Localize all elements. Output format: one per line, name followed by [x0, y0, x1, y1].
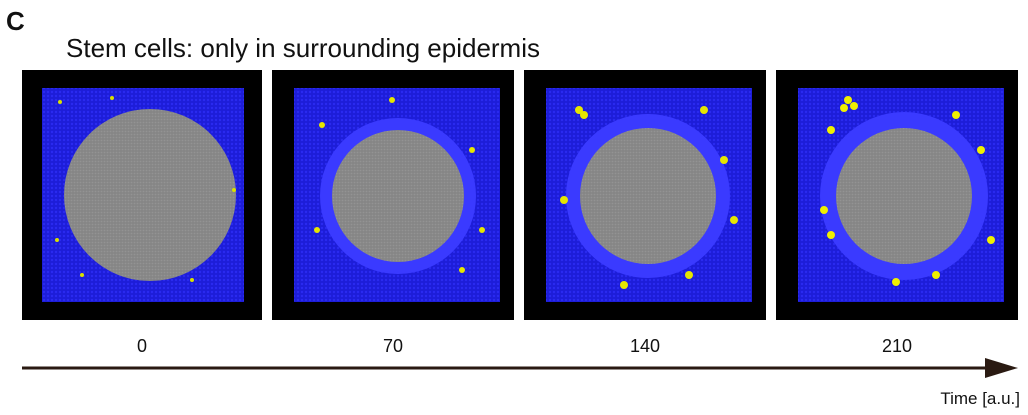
frame — [272, 70, 514, 320]
frame — [524, 70, 766, 320]
frame — [22, 70, 262, 320]
axis-label: Time [a.u.] — [940, 389, 1020, 408]
arrow-head — [985, 358, 1018, 378]
time-label: 140 — [630, 336, 660, 356]
frame — [776, 70, 1018, 320]
panel-title: Stem cells: only in surrounding epidermi… — [66, 33, 540, 63]
time-label: 70 — [383, 336, 403, 356]
panel-label: C — [6, 6, 25, 36]
time-label: 0 — [137, 336, 147, 356]
time-label: 210 — [882, 336, 912, 356]
